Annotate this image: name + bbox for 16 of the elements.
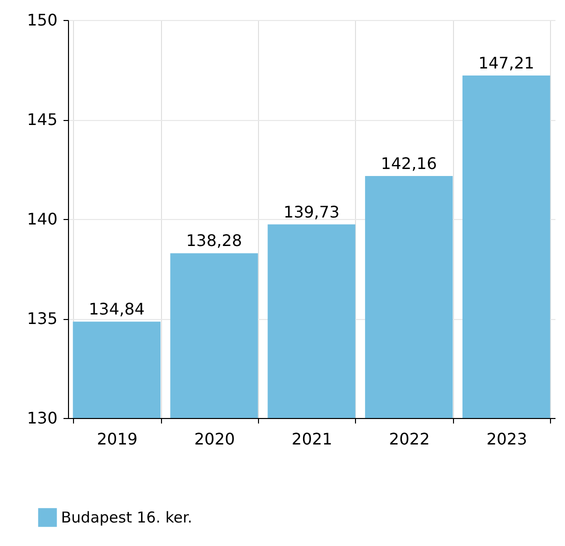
data-label: 142,16 xyxy=(380,154,437,174)
y-tick-label: 135 xyxy=(26,309,58,328)
data-label: 134,84 xyxy=(88,300,145,319)
x-tick-label: 2023 xyxy=(486,430,528,448)
y-tick-label: 140 xyxy=(26,210,58,228)
data-label: 147,21 xyxy=(478,54,534,73)
legend-label: Budapest 16. ker. xyxy=(61,508,192,526)
x-tick-label: 2022 xyxy=(389,430,430,448)
y-tick-label: 145 xyxy=(26,110,58,129)
data-label: 139,73 xyxy=(284,202,340,222)
y-tick-label: 150 xyxy=(26,10,58,30)
data-label: 138,28 xyxy=(186,231,242,250)
x-tick-label: 2021 xyxy=(292,430,332,448)
x-tick-label: 2020 xyxy=(194,430,235,448)
y-tick-label: 130 xyxy=(26,408,58,428)
x-tick-label: 2019 xyxy=(96,430,138,448)
